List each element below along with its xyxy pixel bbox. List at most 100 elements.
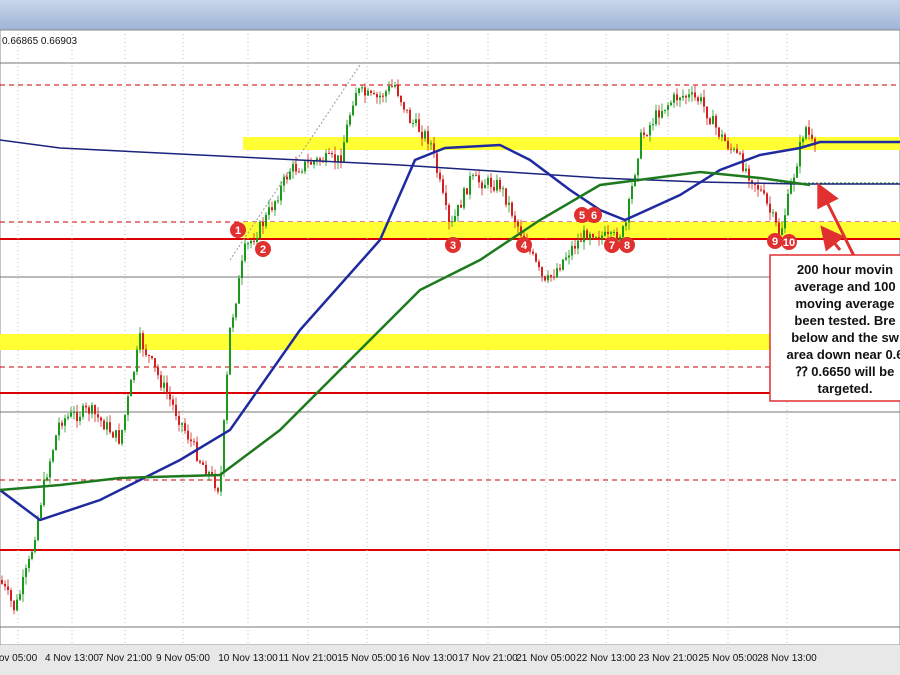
candle-body <box>100 417 102 421</box>
candle-body <box>25 568 27 578</box>
candle-body <box>85 405 87 408</box>
candle-body <box>4 583 6 587</box>
candle-body <box>463 188 465 208</box>
candle-body <box>688 94 690 98</box>
candle-body <box>301 171 303 173</box>
candle-body <box>73 412 75 414</box>
candle-body <box>781 228 783 235</box>
candle-body <box>292 163 294 172</box>
candle-body <box>382 95 384 97</box>
candle-body <box>316 158 318 162</box>
candle-body <box>733 148 735 150</box>
candle-body <box>40 505 42 518</box>
candle-body <box>538 261 540 268</box>
candle-body <box>766 193 768 204</box>
candle-body <box>661 110 663 118</box>
candle-body <box>166 382 168 394</box>
candle-body <box>214 474 216 489</box>
candle-body <box>367 90 369 96</box>
candle-body <box>814 138 816 146</box>
candle-body <box>496 179 498 191</box>
candle-body <box>805 127 807 139</box>
x-tick-label: 16 Nov 13:00 <box>398 653 458 664</box>
candle-body <box>10 590 12 601</box>
marker-label: 2 <box>260 244 266 256</box>
candle-body <box>598 237 600 240</box>
candle-body <box>439 172 441 180</box>
candle-body <box>460 204 462 208</box>
candle-body <box>94 405 96 415</box>
candle-body <box>535 253 537 262</box>
x-tick-label: 21 Nov 05:00 <box>516 653 576 664</box>
x-tick-label: 25 Nov 05:00 <box>698 653 758 664</box>
marker <box>445 237 461 253</box>
candle-body <box>436 153 438 173</box>
x-labels: ov 05:00 4 Nov 13:00 7 Nov 21:00 9 Nov 05:0… <box>0 653 817 664</box>
candle-body <box>391 86 393 88</box>
candle-body <box>580 240 582 242</box>
candle-body <box>16 599 18 611</box>
candle-body <box>151 356 153 359</box>
candle-body <box>664 109 666 111</box>
candle-body <box>409 109 411 124</box>
candle-body <box>706 106 708 119</box>
candle-body <box>487 177 489 185</box>
x-tick-label: 22 Nov 13:00 <box>576 653 636 664</box>
candle-body <box>556 268 558 278</box>
candle-body <box>79 416 81 421</box>
candle-body <box>697 97 699 102</box>
candle-body <box>628 199 630 223</box>
candle-body <box>58 422 60 436</box>
marker-label: 9 <box>772 236 778 248</box>
candle-body <box>70 412 72 417</box>
candle-body <box>646 135 648 137</box>
candle-body <box>571 245 573 256</box>
candle-body <box>427 131 429 144</box>
candle-body <box>418 119 420 132</box>
candle-body <box>328 153 330 155</box>
candle-body <box>205 464 207 476</box>
candle-body <box>757 184 759 190</box>
candle-body <box>238 278 240 304</box>
candle-body <box>682 95 684 98</box>
candle-body <box>298 171 300 173</box>
candle-body <box>121 429 123 444</box>
candle-body <box>196 441 198 461</box>
candle-body <box>802 138 804 142</box>
candle-body <box>622 226 624 238</box>
marker-label: 8 <box>624 240 630 252</box>
candle-body <box>373 93 375 95</box>
candle-body <box>250 240 252 244</box>
candle-body <box>199 460 201 463</box>
candle-body <box>715 115 717 128</box>
candle-body <box>589 234 591 240</box>
candle-body <box>283 176 285 186</box>
title-bar <box>0 0 900 30</box>
candle-body <box>280 185 282 201</box>
candle-body <box>175 404 177 417</box>
candle-body <box>28 558 30 569</box>
candle-body <box>229 327 231 375</box>
candle-body <box>772 212 774 214</box>
marker <box>574 207 590 223</box>
candle-body <box>220 472 222 492</box>
candle-body <box>142 333 144 350</box>
candle-body <box>88 407 90 414</box>
marker <box>619 237 635 253</box>
candle-body <box>649 125 651 136</box>
candle-body <box>49 461 51 478</box>
candle-body <box>502 188 504 190</box>
candle-body <box>268 207 270 215</box>
candle-body <box>244 243 246 261</box>
marker <box>586 207 602 223</box>
candle-body <box>505 188 507 205</box>
annotation-line: area down near 0.6 <box>786 347 900 362</box>
x-tick-label: 9 Nov 05:00 <box>156 653 210 664</box>
candle-body <box>127 396 129 415</box>
annotation-line: below and the sw <box>791 330 900 345</box>
candle-body <box>433 143 435 154</box>
candle-body <box>769 203 771 213</box>
candle-body <box>751 180 753 184</box>
candle-body <box>112 432 114 438</box>
